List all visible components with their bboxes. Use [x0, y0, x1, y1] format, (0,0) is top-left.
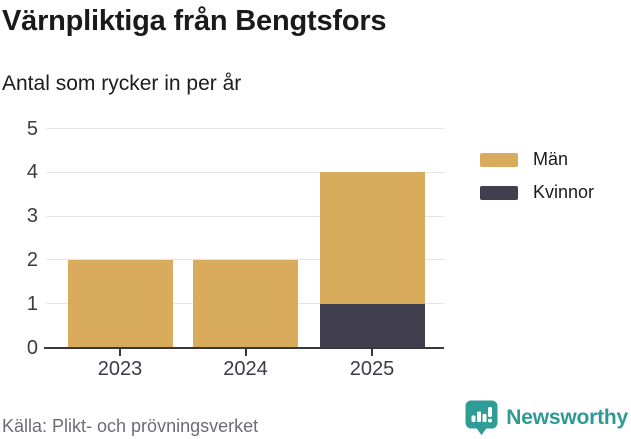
brand-logo: Newsworthy — [465, 400, 628, 436]
bar-segment-män — [193, 259, 298, 348]
y-axis-tick-label: 0 — [26, 336, 38, 359]
gridline — [46, 215, 444, 217]
bar-segment-män — [319, 172, 425, 304]
brand-name: Newsworthy — [506, 406, 628, 429]
source-note: Källa: Plikt- och prövningsverket — [2, 416, 259, 436]
y-axis-tick-label: 4 — [26, 161, 38, 184]
bar-segment-män — [67, 259, 173, 348]
x-axis-tick-label: 2024 — [223, 358, 268, 380]
x-axis-tick — [244, 349, 247, 356]
legend-label-man: Män — [533, 149, 569, 169]
y-axis-tick-label: 3 — [26, 205, 38, 228]
x-axis-tick — [371, 349, 373, 356]
gridline — [46, 128, 444, 129]
legend: Män Kvinnor — [480, 149, 594, 215]
x-axis-tick — [119, 349, 121, 356]
legend-swatch-man — [480, 152, 518, 167]
gridline — [46, 171, 444, 173]
bar-segment-kvinnor — [319, 303, 425, 348]
newsworthy-logo-icon — [465, 400, 498, 436]
y-axis-tick-label: 1 — [26, 292, 38, 315]
x-axis-tick-label: 2025 — [349, 358, 395, 380]
legend-swatch-kvinnor — [480, 185, 518, 200]
y-axis-tick-label: 2 — [26, 248, 38, 271]
chart-title: Värnpliktiga från Bengtsfors — [2, 5, 387, 37]
legend-label-kvinnor: Kvinnor — [533, 182, 595, 202]
legend-item-man: Män — [480, 149, 594, 170]
legend-item-kvinnor: Kvinnor — [480, 182, 594, 203]
x-axis-tick-label: 2023 — [97, 358, 143, 380]
chart-subtitle: Antal som rycker in per år — [2, 72, 242, 95]
y-axis-tick-label: 5 — [26, 117, 38, 140]
x-axis-line — [44, 346, 444, 349]
